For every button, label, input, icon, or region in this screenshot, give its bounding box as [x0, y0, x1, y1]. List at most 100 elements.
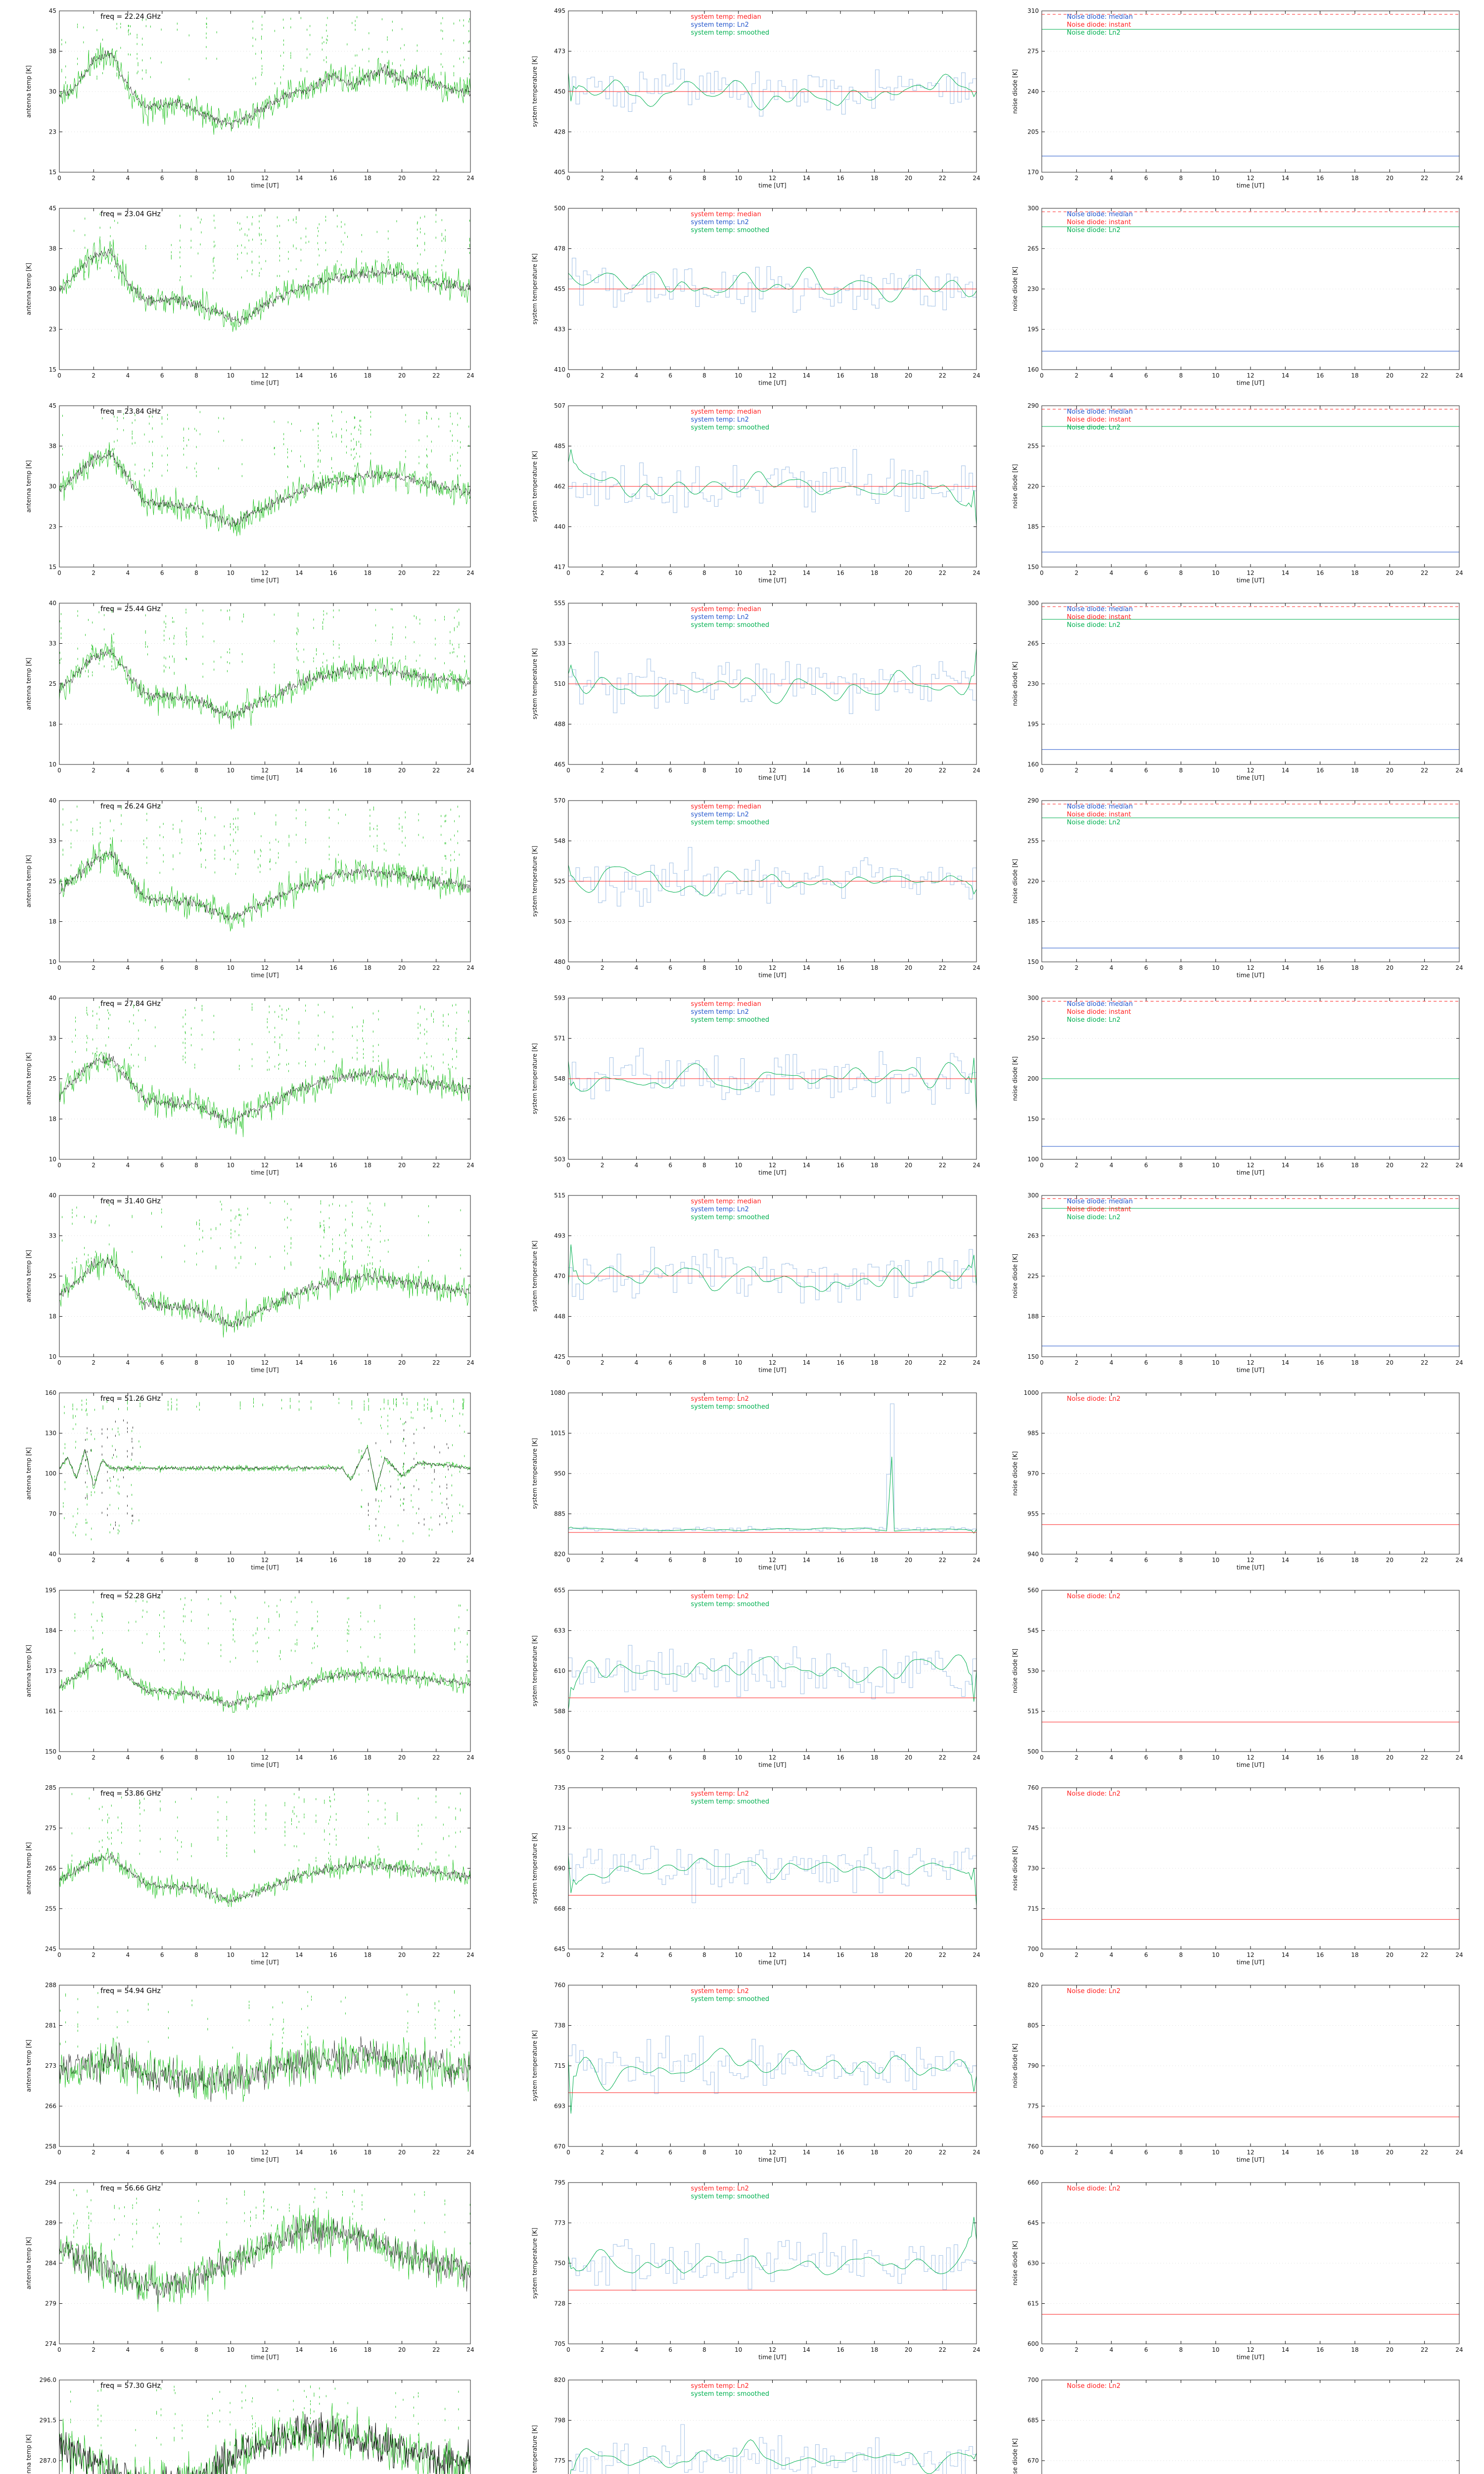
- x-tick-label: 10: [735, 1951, 742, 1958]
- x-tick-label: 16: [1316, 570, 1324, 576]
- x-tick-label: 24: [973, 2346, 980, 2353]
- x-tick-label: 12: [1247, 1359, 1254, 1366]
- outlier-spikes: [74, 213, 470, 283]
- x-tick-label: 22: [1421, 1359, 1428, 1366]
- y-tick-label: 23: [49, 523, 56, 530]
- plot-border: [568, 800, 977, 962]
- x-tick-label: 0: [566, 1162, 570, 1169]
- x-tick-label: 14: [295, 1951, 303, 1958]
- x-tick-label: 4: [1110, 964, 1113, 971]
- x-tick-label: 22: [939, 964, 946, 971]
- legend-entry: Noise diode: median: [1067, 1198, 1133, 1205]
- plot-border: [59, 1985, 471, 2147]
- x-tick-label: 8: [194, 964, 198, 971]
- y-tick-label: 173: [45, 1667, 56, 1674]
- chart-panel-r12-c2: 705 728 750 773 795 0 2 4 6 8 10 12 14 16 18 20 22 24 syst…: [530, 2179, 982, 2364]
- x-tick-label: 14: [803, 2346, 810, 2353]
- y-tick-label: 100: [1027, 1156, 1039, 1163]
- x-tick-label: 20: [905, 372, 912, 379]
- x-tick-label: 4: [635, 372, 639, 379]
- y-tick-label: 633: [554, 1627, 565, 1634]
- x-tick-label: 8: [194, 1162, 198, 1169]
- x-tick-label: 12: [1247, 2346, 1254, 2353]
- outlier-spikes: [62, 411, 469, 480]
- y-tick-label: 15: [49, 564, 56, 571]
- y-tick-label: 750: [554, 2260, 565, 2267]
- plot-border: [59, 405, 471, 568]
- x-tick-label: 12: [769, 767, 776, 774]
- legend-entry: Noise diode: median: [1067, 803, 1133, 810]
- y-tick-label: 503: [554, 1156, 565, 1163]
- x-tick-label: 12: [261, 2346, 269, 2353]
- x-tick-label: 18: [1351, 175, 1358, 182]
- y-tick-label: 660: [1027, 2179, 1039, 2186]
- x-tick-label: 10: [1212, 372, 1219, 379]
- outlier-spikes: [62, 805, 460, 875]
- outlier-spikes: [71, 1792, 461, 1862]
- x-tick-label: 10: [735, 1754, 742, 1761]
- x-tick-label: 12: [769, 2346, 776, 2353]
- plot-border: [568, 2182, 977, 2344]
- legend-entry: system temp: Ln2: [691, 1395, 749, 1403]
- y-tick-label: 15: [49, 169, 56, 176]
- y-tick-label: 1000: [1023, 1389, 1039, 1396]
- x-tick-label: 0: [1040, 964, 1044, 971]
- series-tsys-smoothed: [568, 449, 976, 525]
- legend-entry: Noise diode: Ln2: [1067, 1016, 1121, 1024]
- plot-border: [1041, 998, 1460, 1160]
- chart-panel-r8-c1: 40 70 100 130 160 0 2 4 6 8 10 12 14 16 18 20 22 24 freq =…: [24, 1389, 476, 1574]
- y-tick-label: 525: [554, 878, 565, 885]
- y-tick-label: 465: [554, 761, 565, 768]
- x-axis-label: time [UT]: [1237, 1959, 1264, 1966]
- x-tick-label: 18: [364, 372, 371, 379]
- y-tick-label: 10: [49, 761, 56, 768]
- x-tick-label: 0: [57, 570, 61, 576]
- plot-border: [568, 998, 977, 1160]
- x-tick-label: 14: [1282, 1557, 1289, 1564]
- x-axis-label: time [UT]: [1237, 577, 1264, 584]
- x-tick-label: 14: [1282, 1754, 1289, 1761]
- y-tick-label: 300: [1027, 205, 1039, 212]
- series-tb-spread: [59, 2205, 470, 2312]
- series-tsys-smoothed: [568, 1456, 976, 1534]
- y-tick-label: 560: [1027, 1587, 1039, 1594]
- x-tick-label: 12: [261, 964, 269, 971]
- y-tick-label: 670: [1027, 2457, 1039, 2464]
- x-tick-label: 2: [1075, 1951, 1079, 1958]
- legend-entry: Noise diode: Ln2: [1067, 1790, 1121, 1798]
- chart-panel-r5-c3: 150 185 220 255 290 0 2 4 6 8 10 12 14 16 18 20 22 24 Nois…: [1010, 797, 1465, 982]
- x-tick-label: 0: [566, 767, 570, 774]
- x-tick-label: 16: [1316, 2346, 1324, 2353]
- legend-entry: Noise diode: median: [1067, 408, 1133, 416]
- y-tick-label: 500: [554, 205, 565, 212]
- x-tick-label: 22: [432, 2149, 440, 2156]
- series-tsys-smoothed: [568, 1855, 976, 1906]
- x-tick-label: 8: [702, 2346, 706, 2353]
- chart-panel-r6-c1: 10 18 25 33 40 0 2 4 6 8 10 12 14 16 18 20 22 24 freq = 27…: [24, 994, 476, 1179]
- y-tick-label: 100: [45, 1470, 56, 1477]
- series-tsys-instant: [568, 2036, 976, 2094]
- y-axis-label: system temperature [K]: [531, 1833, 538, 1904]
- x-tick-label: 0: [1040, 2149, 1044, 2156]
- legend-entry: system temp: Ln2: [691, 1988, 749, 1995]
- x-tick-label: 4: [126, 570, 130, 576]
- y-tick-label: 265: [1027, 640, 1039, 647]
- y-axis-label: antenna temp [K]: [25, 658, 32, 710]
- x-tick-label: 18: [871, 964, 878, 971]
- x-tick-label: 8: [702, 1162, 706, 1169]
- plot-row-10: 245 255 265 275 285 0 2 4 6 8 10 12 14 16 18 20 22 24 freq…: [0, 1784, 1484, 1981]
- x-tick-label: 0: [57, 1162, 61, 1169]
- y-tick-label: 820: [1027, 1982, 1039, 1989]
- y-tick-label: 685: [1027, 2417, 1039, 2424]
- x-tick-label: 18: [1351, 2149, 1358, 2156]
- x-tick-label: 2: [601, 2346, 604, 2353]
- y-tick-label: 950: [554, 1470, 565, 1477]
- x-tick-label: 2: [92, 1754, 95, 1761]
- x-tick-label: 4: [635, 570, 639, 576]
- legend-entry: system temp: Ln2: [691, 1008, 749, 1016]
- x-tick-label: 0: [1040, 1359, 1044, 1366]
- x-tick-label: 22: [432, 175, 440, 182]
- plot-border: [1041, 10, 1460, 173]
- legend-entry: Noise diode: median: [1067, 1000, 1133, 1008]
- x-tick-label: 4: [126, 767, 130, 774]
